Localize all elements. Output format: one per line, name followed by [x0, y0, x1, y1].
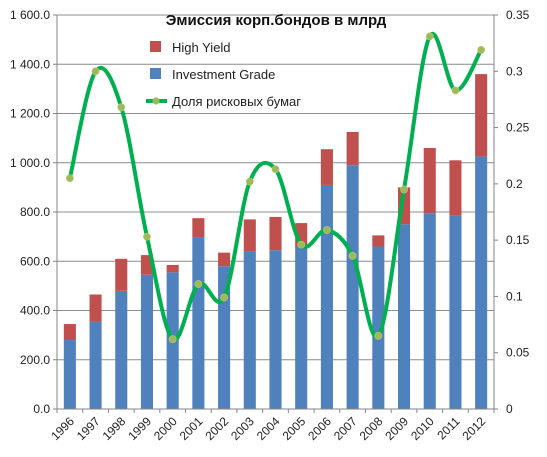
right-tick-label: 0.25: [506, 121, 530, 135]
left-tick-label: 0.0: [33, 402, 50, 416]
share-line: [65, 31, 486, 344]
investment-grade-bar: [269, 250, 282, 409]
x-tick-label: 2009: [382, 414, 411, 443]
investment-grade-bar: [449, 215, 462, 409]
chart-title: Эмиссия корп.бондов в млрд: [166, 12, 387, 29]
share-point: [168, 335, 177, 344]
x-tick-label: 2000: [151, 414, 180, 443]
high-yield-bar: [269, 216, 282, 251]
legend-label: High Yield: [172, 40, 231, 55]
legend-swatch-marker: [152, 97, 160, 105]
right-tick-label: 0.2: [506, 177, 523, 191]
investment-grade-bar: [423, 213, 436, 409]
share-point: [194, 280, 203, 288]
investment-grade-bar: [115, 290, 128, 409]
high-yield-bar: [192, 218, 205, 238]
left-tick-label: 800.0: [20, 205, 50, 219]
x-tick-label: 2007: [331, 414, 360, 443]
share-point: [220, 293, 228, 302]
investment-grade-bar: [140, 274, 154, 409]
right-tick-label: 0.05: [506, 346, 530, 360]
x-tick-label: 2010: [408, 414, 437, 443]
high-yield-bar: [243, 219, 256, 252]
share-point: [143, 232, 151, 241]
high-yield-bar: [89, 294, 102, 322]
x-tick-label: 2002: [202, 414, 231, 443]
legend: High Yield Investment Grade Доля рисковых …: [146, 40, 301, 109]
investment-grade-bar: [475, 156, 488, 409]
legend-label: Investment Grade: [172, 67, 275, 82]
share-point: [477, 45, 486, 54]
left-tick-label: 1 000.0: [10, 156, 50, 170]
share-point: [400, 185, 408, 194]
x-tick-label: 2003: [228, 414, 257, 443]
right-tick-label: 0.35: [506, 8, 530, 22]
legend-label: Доля рисковых бумаг: [172, 94, 301, 109]
share-point: [451, 86, 460, 95]
share-point: [374, 331, 383, 340]
x-tick-label: 2006: [305, 414, 334, 443]
legend-swatch-high-yield: [150, 41, 161, 52]
x-tick-label: 1998: [100, 414, 129, 443]
left-tick-label: 600.0: [20, 254, 50, 268]
x-tick-label: 2012: [459, 414, 488, 443]
investment-grade-bar: [89, 321, 102, 409]
high-yield-bar: [166, 264, 179, 273]
x-tick-label: 2001: [177, 414, 206, 443]
high-yield-bar: [372, 235, 385, 247]
investment-grade-bar: [372, 246, 385, 409]
share-point: [425, 32, 434, 41]
high-yield-bar: [218, 252, 231, 267]
right-tick-label: 0.15: [506, 233, 530, 247]
left-tick-label: 400.0: [20, 304, 50, 318]
investment-grade-bar: [346, 165, 359, 409]
right-tick-label: 0.3: [506, 64, 523, 78]
left-tick-label: 1 400.0: [10, 57, 50, 71]
bars: [63, 74, 488, 409]
legend-swatch-investment-grade: [150, 68, 161, 79]
high-yield-bar: [320, 149, 333, 185]
x-tick-label: 2011: [434, 414, 462, 442]
share-point: [297, 240, 306, 249]
investment-grade-bar: [63, 340, 76, 409]
x-tick-label: 1997: [74, 414, 103, 443]
investment-grade-bar: [192, 237, 205, 409]
x-tick-label: 2005: [280, 414, 309, 443]
share-point: [348, 252, 357, 260]
x-tick-label: 1999: [125, 414, 154, 443]
share-point: [91, 67, 100, 76]
high-yield-bar: [115, 258, 128, 291]
high-yield-bar: [475, 74, 488, 157]
left-tick-label: 1 600.0: [10, 8, 50, 22]
high-yield-bar: [346, 131, 359, 166]
investment-grade-bar: [320, 184, 333, 409]
share-point: [323, 226, 331, 234]
x-tick-label: 1996: [48, 414, 77, 443]
right-tick-label: 0.1: [506, 289, 523, 303]
investment-grade-bar: [397, 224, 411, 409]
share-point: [65, 174, 74, 183]
high-yield-bar: [63, 324, 76, 341]
left-tick-label: 200.0: [20, 353, 50, 367]
share-point: [117, 103, 126, 112]
investment-grade-bar: [295, 246, 308, 409]
left-tick-label: 1 200.0: [10, 107, 50, 121]
x-tick-label: 2008: [357, 414, 386, 443]
x-tick-label: 2004: [254, 414, 283, 443]
investment-grade-bar: [243, 251, 256, 409]
share-point: [271, 165, 280, 174]
share-point: [245, 177, 254, 186]
right-tick-label: 0: [506, 402, 513, 416]
high-yield-bar: [423, 147, 436, 214]
high-yield-bar: [449, 160, 462, 216]
